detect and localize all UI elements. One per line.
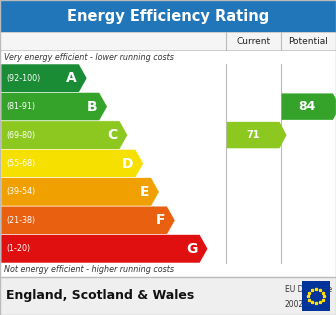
Text: (81-91): (81-91) bbox=[6, 102, 35, 111]
Text: Not energy efficient - higher running costs: Not energy efficient - higher running co… bbox=[4, 266, 174, 274]
Text: (55-68): (55-68) bbox=[6, 159, 35, 168]
Text: C: C bbox=[108, 128, 118, 142]
Polygon shape bbox=[1, 235, 208, 263]
Text: EU Directive: EU Directive bbox=[285, 285, 332, 294]
Text: England, Scotland & Wales: England, Scotland & Wales bbox=[6, 289, 194, 302]
Text: (21-38): (21-38) bbox=[6, 216, 35, 225]
Polygon shape bbox=[1, 121, 128, 149]
Bar bbox=[0, 0, 336, 32]
Text: A: A bbox=[66, 71, 77, 85]
Text: (92-100): (92-100) bbox=[6, 74, 40, 83]
Bar bbox=[302, 281, 330, 311]
Text: (39-54): (39-54) bbox=[6, 187, 35, 197]
Polygon shape bbox=[1, 64, 87, 92]
Text: (1-20): (1-20) bbox=[6, 244, 30, 253]
Text: Very energy efficient - lower running costs: Very energy efficient - lower running co… bbox=[4, 53, 174, 61]
Text: B: B bbox=[87, 100, 97, 114]
Text: 2002/91/EC: 2002/91/EC bbox=[285, 299, 329, 308]
Polygon shape bbox=[1, 206, 175, 235]
Polygon shape bbox=[1, 149, 143, 178]
Text: 84: 84 bbox=[299, 100, 316, 113]
Text: (69-80): (69-80) bbox=[6, 131, 35, 140]
Polygon shape bbox=[1, 92, 107, 121]
Text: D: D bbox=[122, 157, 133, 170]
Polygon shape bbox=[1, 178, 159, 206]
Bar bbox=[0, 32, 336, 50]
Polygon shape bbox=[227, 122, 287, 148]
Bar bbox=[0, 277, 336, 315]
Text: F: F bbox=[156, 213, 165, 227]
Polygon shape bbox=[282, 94, 336, 120]
Text: Energy Efficiency Rating: Energy Efficiency Rating bbox=[67, 9, 269, 24]
Text: Potential: Potential bbox=[288, 37, 328, 45]
Text: G: G bbox=[186, 242, 198, 256]
Text: 71: 71 bbox=[246, 130, 260, 140]
Text: Current: Current bbox=[236, 37, 270, 45]
Text: E: E bbox=[140, 185, 149, 199]
